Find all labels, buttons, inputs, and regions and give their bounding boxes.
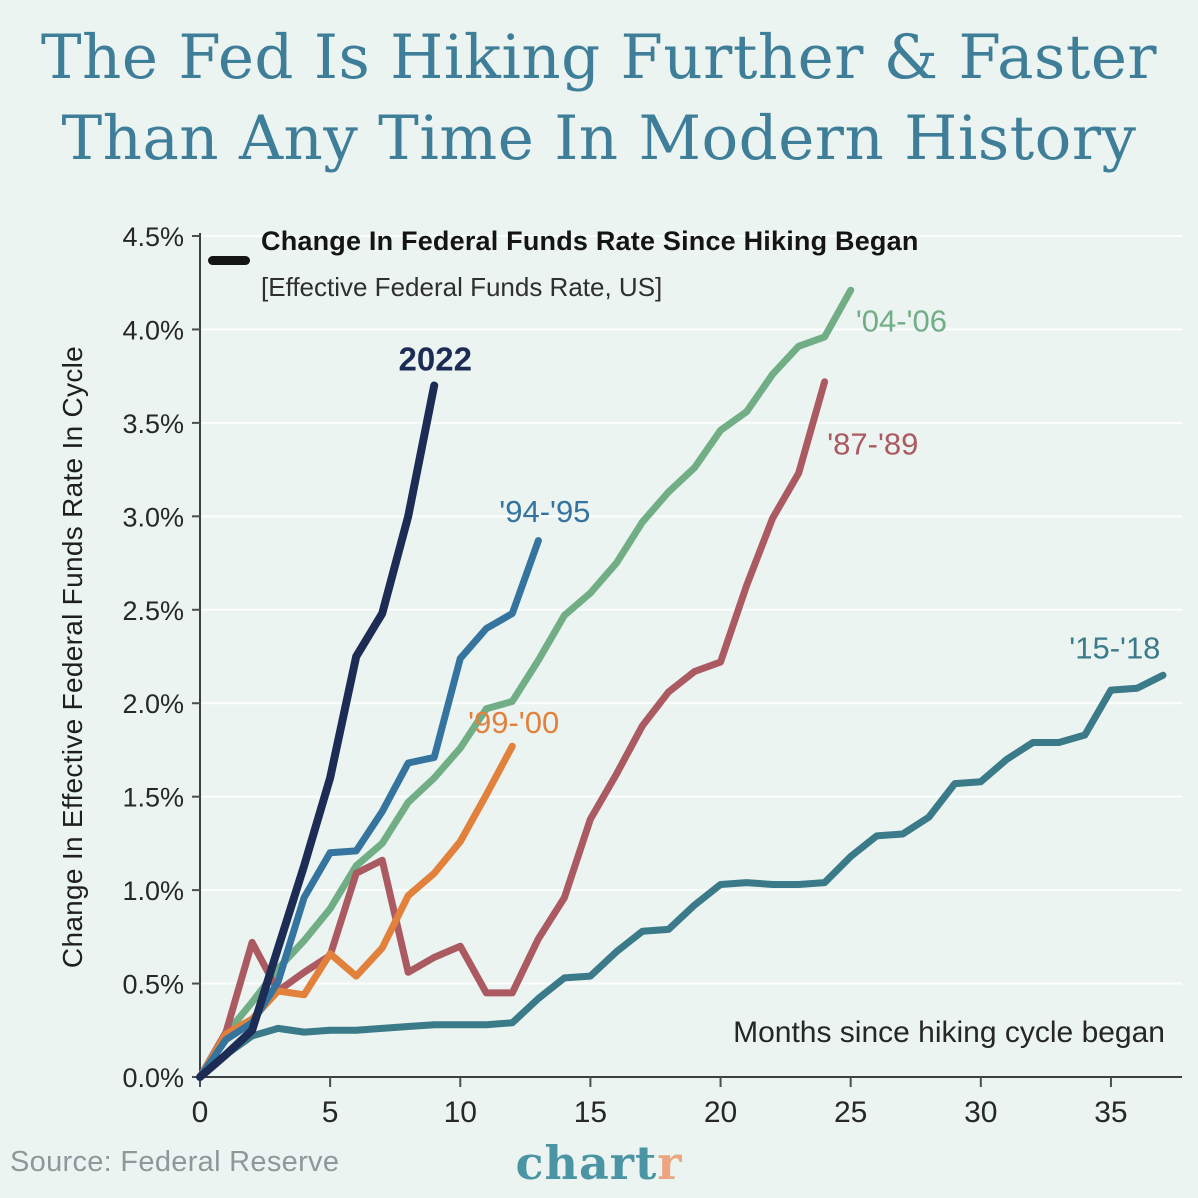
series-line-9495 [196,537,542,1081]
series-label-0406: '04-'06 [856,303,947,338]
y-tick-label: 4.0% [122,315,184,345]
series-label-8789: '87-'89 [827,427,918,462]
x-tick-label: 10 [444,1096,477,1129]
y-tick-label: 0.5% [122,970,184,1000]
chartr-logo: chartr [399,1136,799,1190]
x-tick-label: 15 [574,1096,607,1129]
y-tick-label: 4.5% [122,222,184,252]
x-axis-annotation: Months since hiking cycle began [733,1016,1165,1049]
series-line-8789 [196,378,829,1081]
y-tick-label: 3.5% [122,409,184,439]
x-tick-label: 0 [192,1096,209,1129]
y-tick-label: 2.0% [122,689,184,719]
chart-title: The Fed Is Hiking Further & Faster Than … [0,18,1198,179]
legend-label: Change In Federal Funds Rate Since Hikin… [261,226,919,256]
series-line-0406 [196,286,855,1081]
y-tick-label: 2.5% [122,596,184,626]
x-tick-label: 35 [1094,1096,1127,1129]
y-tick-label: 0.0% [122,1063,184,1093]
series-label-2022: 2022 [399,341,472,378]
chart-title-line2: Than Any Time In Modern History [61,102,1137,174]
y-tick-label: 1.5% [122,783,184,813]
x-tick-label: 20 [704,1096,737,1129]
y-tick-label: 1.0% [122,876,184,906]
chart-title-line1: The Fed Is Hiking Further & Faster [40,22,1158,93]
source-credit: Source: Federal Reserve [10,1146,340,1178]
legend-line-swatch [208,256,250,265]
x-tick-label: 5 [322,1096,339,1129]
x-tick-label: 30 [964,1096,997,1129]
y-tick-label: 3.0% [122,502,184,532]
legend-sublabel: [Effective Federal Funds Rate, US] [261,272,663,302]
series-label-9495: '94-'95 [499,494,590,529]
x-tick-label: 25 [834,1096,867,1129]
y-axis-title: Change In Effective Federal Funds Rate I… [57,345,88,969]
chartr-logo-main: chart [515,1136,658,1190]
series-label-1518: '15-'18 [1069,630,1160,665]
chartr-logo-accent: r [657,1136,683,1190]
series-line-2022 [196,381,439,1081]
series-label-9900: '99-'00 [468,705,559,740]
series-line-1518 [196,671,1167,1081]
